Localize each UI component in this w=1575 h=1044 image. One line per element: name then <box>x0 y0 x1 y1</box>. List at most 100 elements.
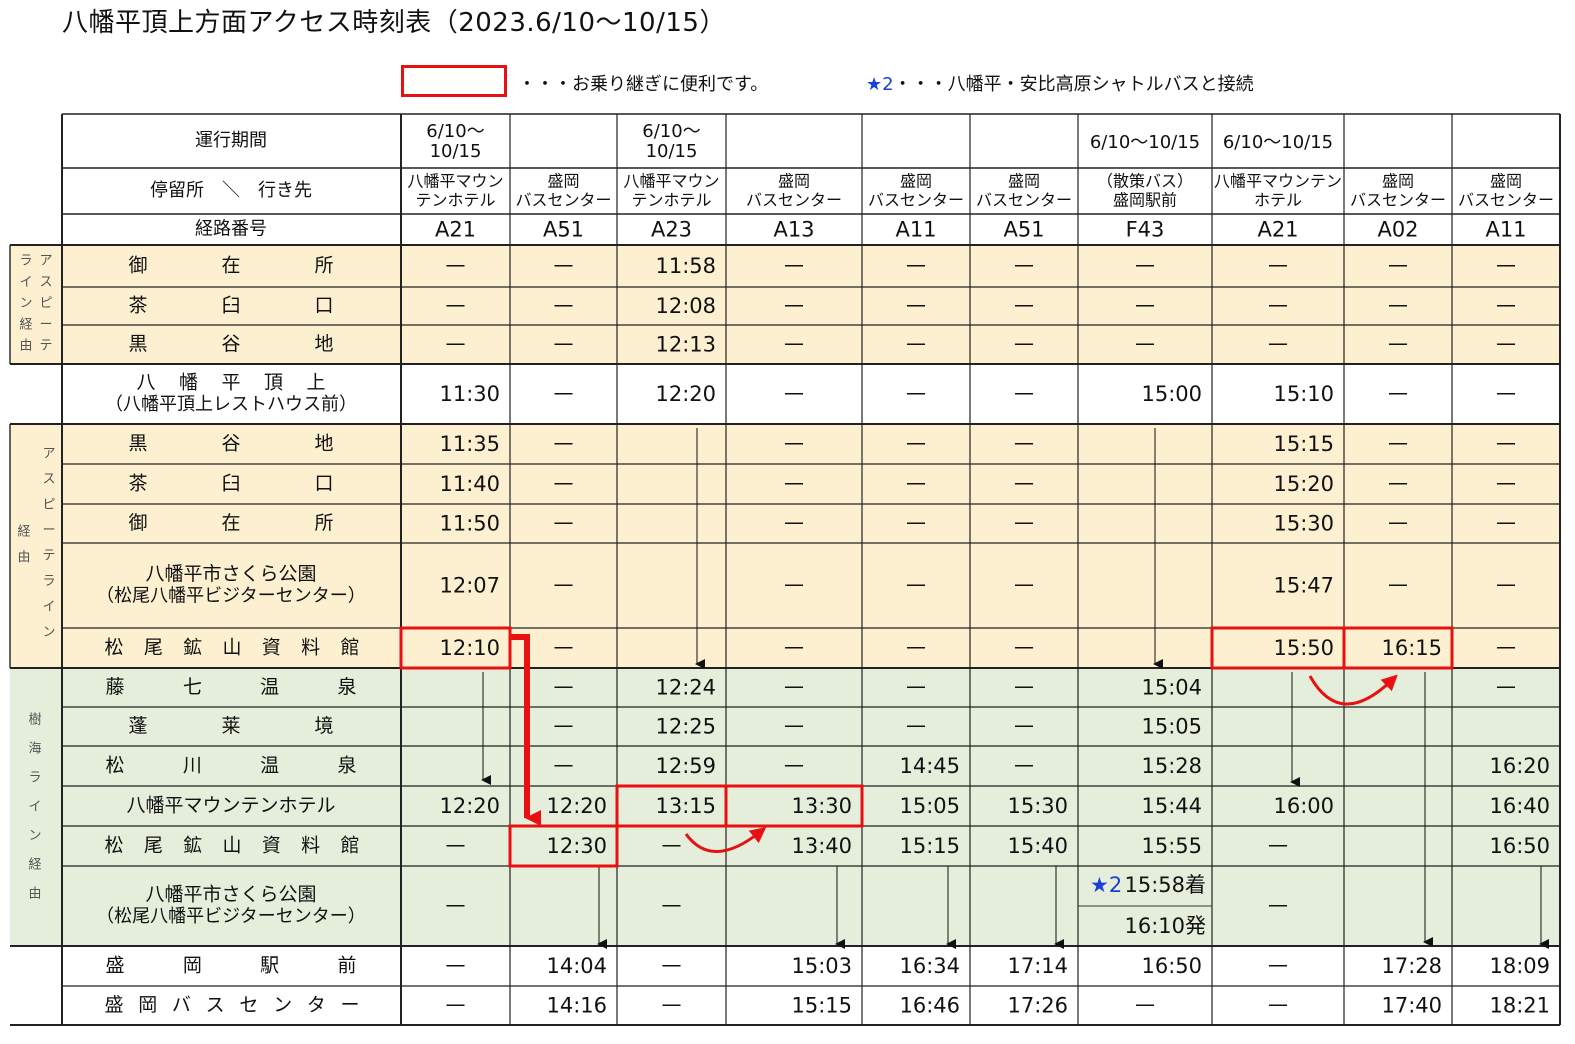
group-label: ン <box>28 829 41 844</box>
time-cell: 13:40 <box>791 834 852 858</box>
stop-subtitle: （松尾八幡平ビジターセンター） <box>96 586 366 607</box>
stop-name: 黒 <box>128 433 147 455</box>
time-cell: 11:50 <box>439 512 500 536</box>
header-route-label: 経路番号 <box>195 219 267 240</box>
stop-name: 口 <box>314 473 333 495</box>
stop-name: 口 <box>314 295 333 317</box>
stop-name: 谷 <box>221 433 240 455</box>
time-cell: 14:16 <box>546 994 607 1018</box>
group-label: 由 <box>17 550 30 565</box>
time-cell: 17:14 <box>1007 954 1068 978</box>
group-label: ー <box>42 523 55 538</box>
stop-name: 平 <box>221 372 240 394</box>
stop-name: 茶 <box>128 295 147 317</box>
column-route-number: A11 <box>895 218 936 242</box>
group-label: 経 <box>17 525 30 540</box>
stop-name: 料 <box>301 835 320 857</box>
transfer-arrow <box>510 634 541 826</box>
time-cell: 14:04 <box>546 954 607 978</box>
time-cell: — <box>554 431 574 455</box>
time-cell: 15:15 <box>1273 432 1334 456</box>
stop-name: 松 <box>105 755 124 777</box>
column-route-number: A11 <box>1485 218 1526 242</box>
time-cell: — <box>1268 293 1288 317</box>
time-cell: — <box>446 893 466 917</box>
time-cell: — <box>784 431 804 455</box>
time-cell: — <box>1014 431 1034 455</box>
time-cell: — <box>1014 381 1034 405</box>
time-cell: 12:07 <box>439 574 500 598</box>
stop-name: 館 <box>340 637 359 659</box>
stop-name: 藤 <box>105 676 124 698</box>
stop-name: 御 <box>128 255 147 277</box>
time-cell: — <box>554 635 574 659</box>
time-cell: — <box>906 381 926 405</box>
time-cell: 12:13 <box>655 333 716 357</box>
time-cell: 13:15 <box>655 794 716 818</box>
column-route-number: A51 <box>1003 218 1044 242</box>
time-cell: — <box>1388 331 1408 355</box>
stop-name: 御 <box>128 512 147 534</box>
column-period: 6/10～ <box>642 121 700 142</box>
group-label: ス <box>42 472 55 487</box>
time-cell: — <box>662 833 682 857</box>
time-cell: 16:00 <box>1273 794 1334 818</box>
time-cell: — <box>1496 293 1516 317</box>
f43-arrival: 15:58着 <box>1124 873 1206 897</box>
group-label: テ <box>39 339 52 354</box>
stop-name: 八幡平マウンテンホテル <box>126 795 335 817</box>
stop-name: 八幡平市さくら公園 <box>145 563 316 585</box>
time-cell: 15:10 <box>1273 382 1334 406</box>
time-cell: — <box>784 635 804 659</box>
time-cell: 15:15 <box>899 834 960 858</box>
time-cell: — <box>906 253 926 277</box>
time-cell: — <box>1135 293 1155 317</box>
column-destination: （散策バス） <box>1097 172 1193 191</box>
transfer-highlight <box>724 784 864 828</box>
row-background <box>10 245 1560 287</box>
time-cell: — <box>906 293 926 317</box>
stop-name: 在 <box>221 255 240 277</box>
time-cell: 11:40 <box>439 472 500 496</box>
time-cell: — <box>1014 635 1034 659</box>
time-cell: — <box>446 331 466 355</box>
time-cell: 15:44 <box>1141 794 1202 818</box>
group-label: ピ <box>42 498 55 513</box>
column-destination: 八幡平マウン <box>623 172 719 191</box>
stop-name: 鉱 <box>183 637 202 659</box>
stop-name: タ <box>307 994 326 1016</box>
time-cell: 12:30 <box>546 834 607 858</box>
column-destination: 盛岡 <box>900 172 932 191</box>
group-label: 経 <box>19 317 32 332</box>
legend-star-mark: ★2 <box>866 74 894 95</box>
stop-name: 地 <box>314 433 333 455</box>
row-background <box>10 464 1560 504</box>
f43-departure: 16:10発 <box>1124 914 1206 938</box>
column-route-number: A02 <box>1377 218 1418 242</box>
stop-name: 蓬 <box>128 715 147 737</box>
time-cell: — <box>1268 833 1288 857</box>
time-cell: — <box>906 635 926 659</box>
group-label: ア <box>39 254 52 269</box>
stop-name: ン <box>273 994 292 1016</box>
stop-name: 茶 <box>128 473 147 495</box>
transfer-highlight <box>508 824 619 868</box>
stop-name: 頂 <box>264 372 283 394</box>
column-destination: テンホテル <box>415 191 495 210</box>
time-cell: — <box>554 253 574 277</box>
time-cell: — <box>446 992 466 1016</box>
time-cell: — <box>554 753 574 777</box>
time-cell: 17:26 <box>1007 994 1068 1018</box>
column-period: 10/15 <box>646 141 698 162</box>
group-label: ラ <box>19 254 32 269</box>
f43-star-mark: ★2 <box>1090 873 1122 897</box>
time-cell: — <box>1496 431 1516 455</box>
stop-name: 泉 <box>337 676 356 698</box>
time-cell: — <box>1014 572 1034 596</box>
group-label: ン <box>42 625 55 640</box>
column-route-number: A51 <box>543 218 584 242</box>
group-label: ピ <box>39 296 52 311</box>
time-cell: — <box>554 381 574 405</box>
group-label: ス <box>39 275 52 290</box>
